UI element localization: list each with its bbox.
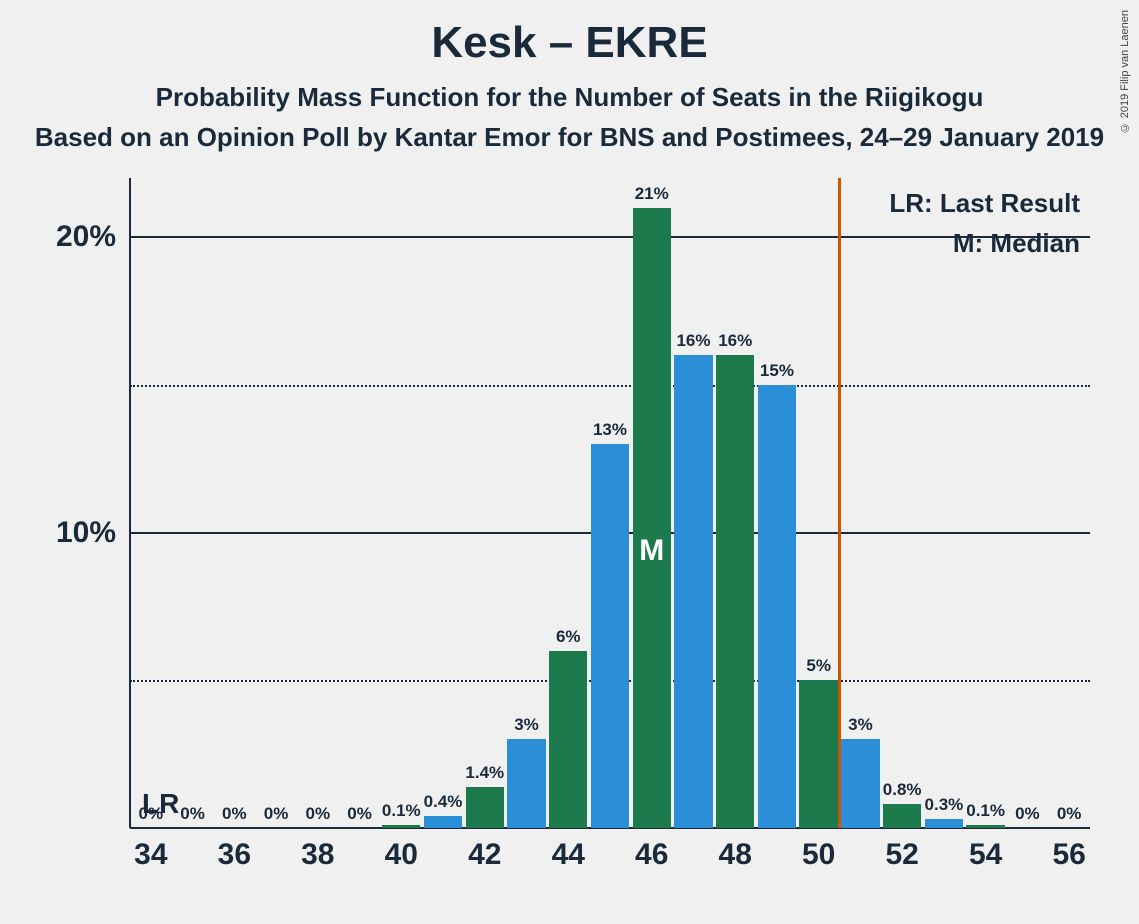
y-axis-label: 10% [56, 516, 116, 550]
bar: 0.3% [925, 819, 963, 828]
bar: 0.8% [883, 804, 921, 828]
bar-value-label: 3% [514, 715, 539, 735]
bar-value-label: 0.8% [883, 780, 922, 800]
x-axis-label: 46 [635, 838, 668, 872]
bar-value-label: 0.1% [382, 801, 421, 821]
bar-value-label: 16% [676, 331, 710, 351]
last-result-label: LR [142, 788, 179, 820]
plot-area: LR: Last Result M: Median 10%20%34363840… [130, 178, 1090, 828]
bar: 15% [758, 385, 796, 828]
bar-value-label: 0% [347, 804, 372, 824]
x-axis-label: 36 [218, 838, 251, 872]
bar: 0.4% [424, 816, 462, 828]
x-axis-label: 52 [885, 838, 918, 872]
bar-value-label: 1.4% [465, 763, 504, 783]
gridline-minor [130, 385, 1090, 387]
bar: 1.4% [466, 787, 504, 828]
bar-value-label: 0.4% [424, 792, 463, 812]
copyright-note: © 2019 Filip van Laenen [1119, 10, 1131, 133]
bar-value-label: 16% [718, 331, 752, 351]
bar: 3% [507, 739, 545, 828]
bar: 5% [799, 680, 837, 828]
gridline-major [130, 236, 1090, 238]
x-axis-label: 50 [802, 838, 835, 872]
x-axis-label: 40 [385, 838, 418, 872]
bar: 16% [674, 355, 712, 828]
y-axis-label: 20% [56, 220, 116, 254]
bar-value-label: 21% [635, 184, 669, 204]
chart-subtitle-2: Based on an Opinion Poll by Kantar Emor … [0, 122, 1139, 153]
legend-m: M: Median [953, 228, 1080, 259]
x-axis-label: 44 [552, 838, 585, 872]
bar-value-label: 15% [760, 361, 794, 381]
bar-value-label: 5% [806, 656, 831, 676]
chart-title: Kesk – EKRE [0, 18, 1139, 68]
chart-page: Kesk – EKRE Probability Mass Function fo… [0, 0, 1139, 924]
median-label: M [639, 534, 664, 568]
bar-value-label: 0% [180, 804, 205, 824]
x-axis-label: 54 [969, 838, 1002, 872]
x-axis-label: 48 [719, 838, 752, 872]
x-axis-label: 42 [468, 838, 501, 872]
bar: 0.1% [382, 825, 420, 828]
bar-value-label: 0.3% [925, 795, 964, 815]
bar: 0.1% [966, 825, 1004, 828]
bar: 3% [841, 739, 879, 828]
bar-value-label: 0% [264, 804, 289, 824]
bar-value-label: 13% [593, 420, 627, 440]
bar: 21% [633, 208, 671, 828]
bar-value-label: 0% [1057, 804, 1082, 824]
bar-value-label: 0% [306, 804, 331, 824]
bar-value-label: 0% [222, 804, 247, 824]
x-axis-label: 56 [1052, 838, 1085, 872]
x-axis-label: 34 [134, 838, 167, 872]
chart-subtitle-1: Probability Mass Function for the Number… [0, 82, 1139, 113]
bar-value-label: 3% [848, 715, 873, 735]
x-axis-label: 38 [301, 838, 334, 872]
last-result-line [838, 178, 841, 828]
legend-lr: LR: Last Result [889, 188, 1080, 219]
bar-value-label: 0.1% [966, 801, 1005, 821]
y-axis [129, 178, 131, 828]
bar: 6% [549, 651, 587, 828]
bar-value-label: 0% [1015, 804, 1040, 824]
bar-value-label: 6% [556, 627, 581, 647]
bar: 16% [716, 355, 754, 828]
bar: 13% [591, 444, 629, 828]
